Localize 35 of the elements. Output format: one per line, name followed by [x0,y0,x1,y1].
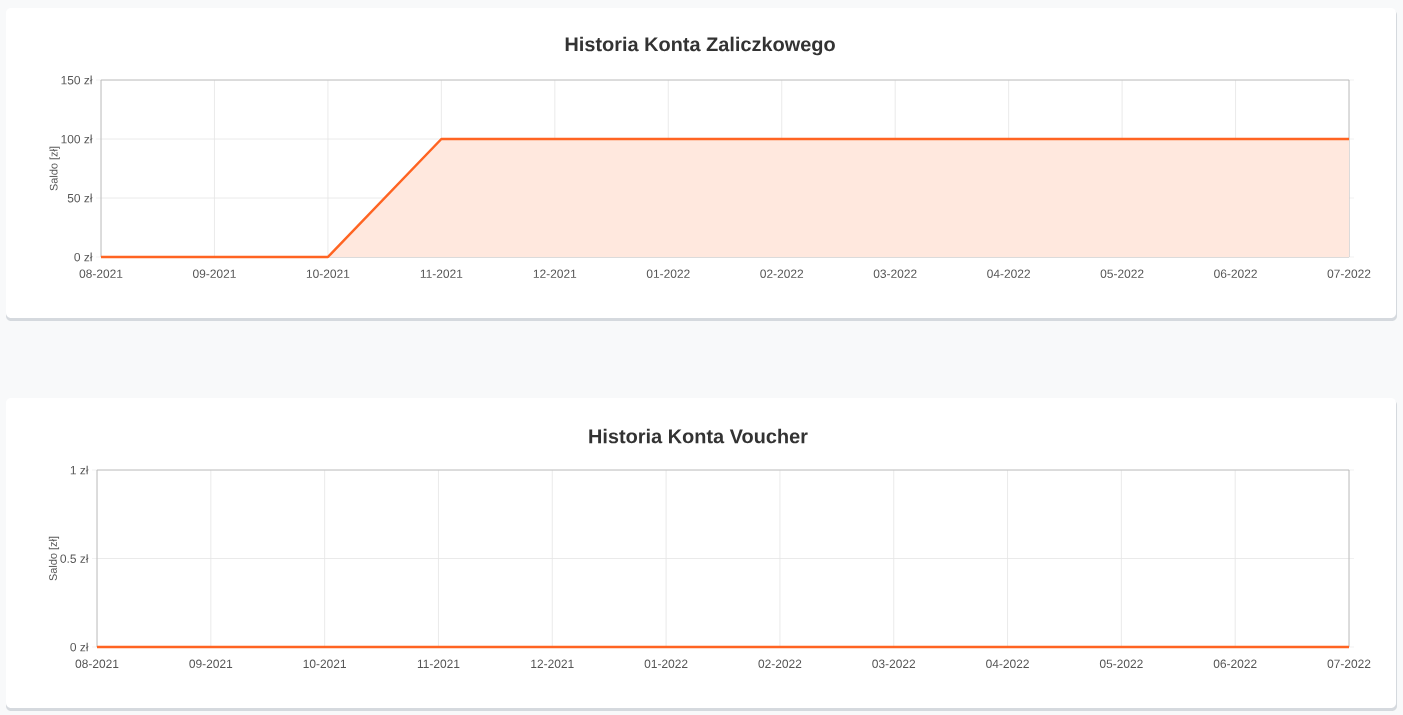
x-tick-label: 04-2022 [987,269,1030,278]
chart-title: Historia Konta Zaliczkowego [565,36,835,56]
x-tick-label: 06-2022 [1213,659,1257,668]
x-tick-label: 06-2022 [1214,269,1257,278]
x-tick-label: 03-2022 [873,269,917,278]
x-tick-label: 12-2021 [531,659,574,668]
x-tick-label: 07-2022 [1327,269,1371,278]
x-tick-label: 08-2021 [79,269,123,278]
x-tick-label: 12-2021 [533,269,577,278]
x-tick-label: 04-2022 [986,659,1029,668]
y-tick-label: 0 zł [70,642,89,652]
x-tick-label: 09-2021 [192,269,236,278]
y-tick-label: 150 zł [61,75,93,85]
y-tick-label: 50 zł [67,193,93,203]
x-tick-label: 03-2022 [872,659,916,668]
x-tick-label: 08-2021 [75,659,119,668]
y-tick-label: 100 zł [61,134,93,144]
x-tick-label: 01-2022 [644,659,688,668]
y-axis-title: Saldo [zł] [49,146,60,191]
x-tick-label: 10-2021 [306,269,350,278]
x-tick-label: 01-2022 [646,269,690,278]
x-tick-label: 05-2022 [1100,269,1144,278]
x-tick-label: 07-2022 [1327,659,1371,668]
x-tick-label: 10-2021 [303,659,346,668]
x-tick-label: 11-2021 [420,269,463,278]
x-tick-label: 11-2021 [417,659,460,668]
x-tick-label: 02-2022 [758,659,802,668]
y-tick-label: 0.5 zł [60,554,89,563]
y-tick-label: 0 zł [74,252,93,262]
x-tick-label: 05-2022 [1099,659,1143,668]
x-tick-label: 09-2021 [189,659,233,668]
x-tick-label: 02-2022 [760,269,804,278]
y-axis-title: Saldo [zł] [48,536,60,581]
y-tick-label: 1 zł [70,465,89,475]
chart-title: Historia Konta Voucher [589,428,808,444]
